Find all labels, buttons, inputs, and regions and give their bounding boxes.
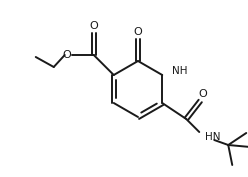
- Text: O: O: [134, 27, 142, 37]
- Text: O: O: [89, 21, 98, 31]
- Text: NH: NH: [172, 66, 188, 76]
- Text: O: O: [199, 89, 208, 99]
- Text: HN: HN: [205, 132, 221, 142]
- Text: O: O: [62, 50, 71, 60]
